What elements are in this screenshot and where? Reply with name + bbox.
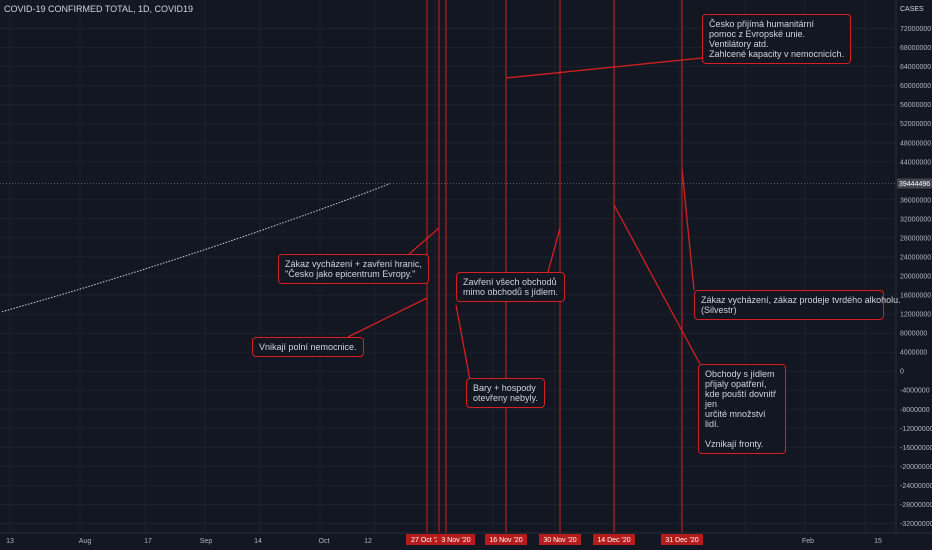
date-marker-label-0: 27 Oct '20 [411,537,443,544]
note-zakaz-vychazeni[interactable]: Zákaz vycházení + zavření hranic, "Česko… [278,254,429,284]
x-tick-label-4: 14 [254,538,262,545]
chart-title: COVID-19 CONFIRMED TOTAL, 1D, COVID19 [4,4,194,14]
grid [0,0,896,533]
y-tick-label-16: 4000000 [900,350,927,357]
y-tick-label-18: -4000000 [900,388,930,395]
y-tick-label-20: -12000000 [900,426,932,433]
x-tick-label-2: 17 [144,538,152,545]
x-axis: 13 Aug 17 Sep 14 Oct 12 Feb 15 27 Oct '203 Nov '2… [0,532,932,550]
date-marker-box-4 [593,534,635,545]
current-value-label: 39444496 [899,181,930,188]
y-axis-panel [896,0,932,550]
note-leader-2 [455,304,471,381]
x-tick-label-7: Feb [802,538,814,545]
x-tick-label-6: 12 [364,538,372,545]
y-tick-label-25: -32000000 [900,521,932,528]
note-silvestr[interactable]: Zákaz vycházení, zákaz prodeje tvrdého a… [694,290,901,320]
y-tick-label-9: 32000000 [900,216,931,223]
note-leader-3 [505,57,703,79]
y-tick-label-17: 0 [900,369,904,376]
y-tick-label-6: 48000000 [900,140,931,147]
y-tick-label-3: 60000000 [900,83,931,90]
y-tick-label-22: -20000000 [900,464,932,471]
note-leader-6 [681,167,695,291]
y-tick-label-5: 52000000 [900,121,931,128]
date-marker-box-5 [661,534,703,545]
note-zavreni-obchodu[interactable]: Zavření všech obchodů mimo obchodů s jíd… [456,272,566,302]
note-leader-4 [547,227,561,273]
y-tick-label-10: 28000000 [900,235,931,242]
date-marker-box-1 [436,534,476,545]
date-marker-label-2: 16 Nov '20 [489,537,522,544]
y-tick-label-2: 64000000 [900,64,931,71]
date-marker-box-2 [485,534,527,545]
y-tick-label-7: 44000000 [900,159,931,166]
x-tick-label-8: 15 [874,538,882,545]
y-tick-label-12: 20000000 [900,274,931,281]
note-bary[interactable]: Bary + hospody otevřeny nebyly. [466,378,545,408]
annotation-layer [347,0,703,533]
x-tick-label-0: 13 [6,538,14,545]
date-marker-label-5: 31 Dec '20 [665,537,698,544]
y-tick-label-8: 36000000 [900,197,931,204]
y-tick-label-1: 68000000 [900,45,931,52]
note-obchody-jidlo[interactable]: Obchody s jídlem přijaly opatření, kde p… [698,364,786,454]
y-tick-label-11: 24000000 [900,254,931,261]
note-cesko[interactable]: Česko přijímá humanitární pomoc z Evrops… [702,14,852,64]
note-leader-1 [347,297,428,338]
y-tick-label-23: -24000000 [900,483,932,490]
current-value-badge [897,178,932,189]
y-tick-label-4: 56000000 [900,102,931,109]
y-tick-label-15: 8000000 [900,331,927,338]
y-tick-label-24: -28000000 [900,502,932,509]
note-leader-5 [613,204,701,365]
y-tick-label-14: 12000000 [900,312,931,319]
note-polni-nemocnice[interactable]: Vnikají polní nemocnice. [252,337,364,357]
series-layer [1,183,391,313]
y-tick-label-19: -8000000 [900,407,930,414]
date-marker-box-0 [406,534,448,545]
x-tick-label-1: Aug [79,538,92,545]
date-marker-label-3: 30 Nov '20 [543,537,576,544]
date-marker-label-4: 14 Dec '20 [597,537,630,544]
date-marker-box-3 [539,534,581,545]
scale-label: CASES [900,6,924,13]
y-tick-label-21: -16000000 [900,445,932,452]
y-tick-label-0: 72000000 [900,26,931,33]
series-line-0 [1,183,391,313]
date-marker-label-1: 3 Nov '20 [441,537,470,544]
y-tick-label-13: 16000000 [900,293,931,300]
x-tick-label-5: Oct [319,538,330,545]
x-tick-label-3: Sep [200,538,213,545]
